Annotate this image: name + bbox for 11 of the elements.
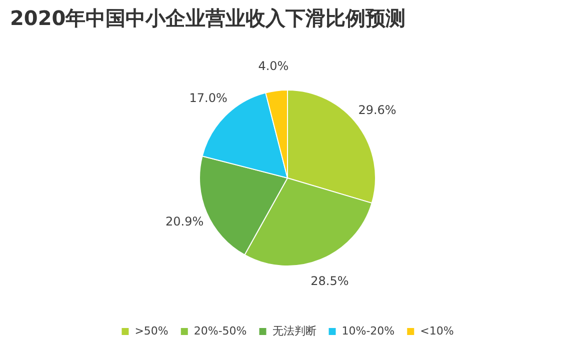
data-label: 29.6% — [358, 103, 396, 118]
data-label: 28.5% — [310, 274, 349, 288]
chart-title: 2020年中国中小企业营业收入下滑比例预测 — [10, 6, 406, 30]
legend-label: <10% — [420, 324, 454, 338]
data-label: 17.0% — [189, 90, 228, 105]
data-label: 4.0% — [258, 59, 289, 74]
legend-label: 10%-20% — [342, 324, 395, 338]
legend-label: 无法判断 — [272, 324, 316, 338]
data-label: 20.9% — [166, 214, 204, 228]
legend-label: >50% — [134, 324, 168, 338]
legend-label: 20%-50% — [194, 324, 247, 338]
